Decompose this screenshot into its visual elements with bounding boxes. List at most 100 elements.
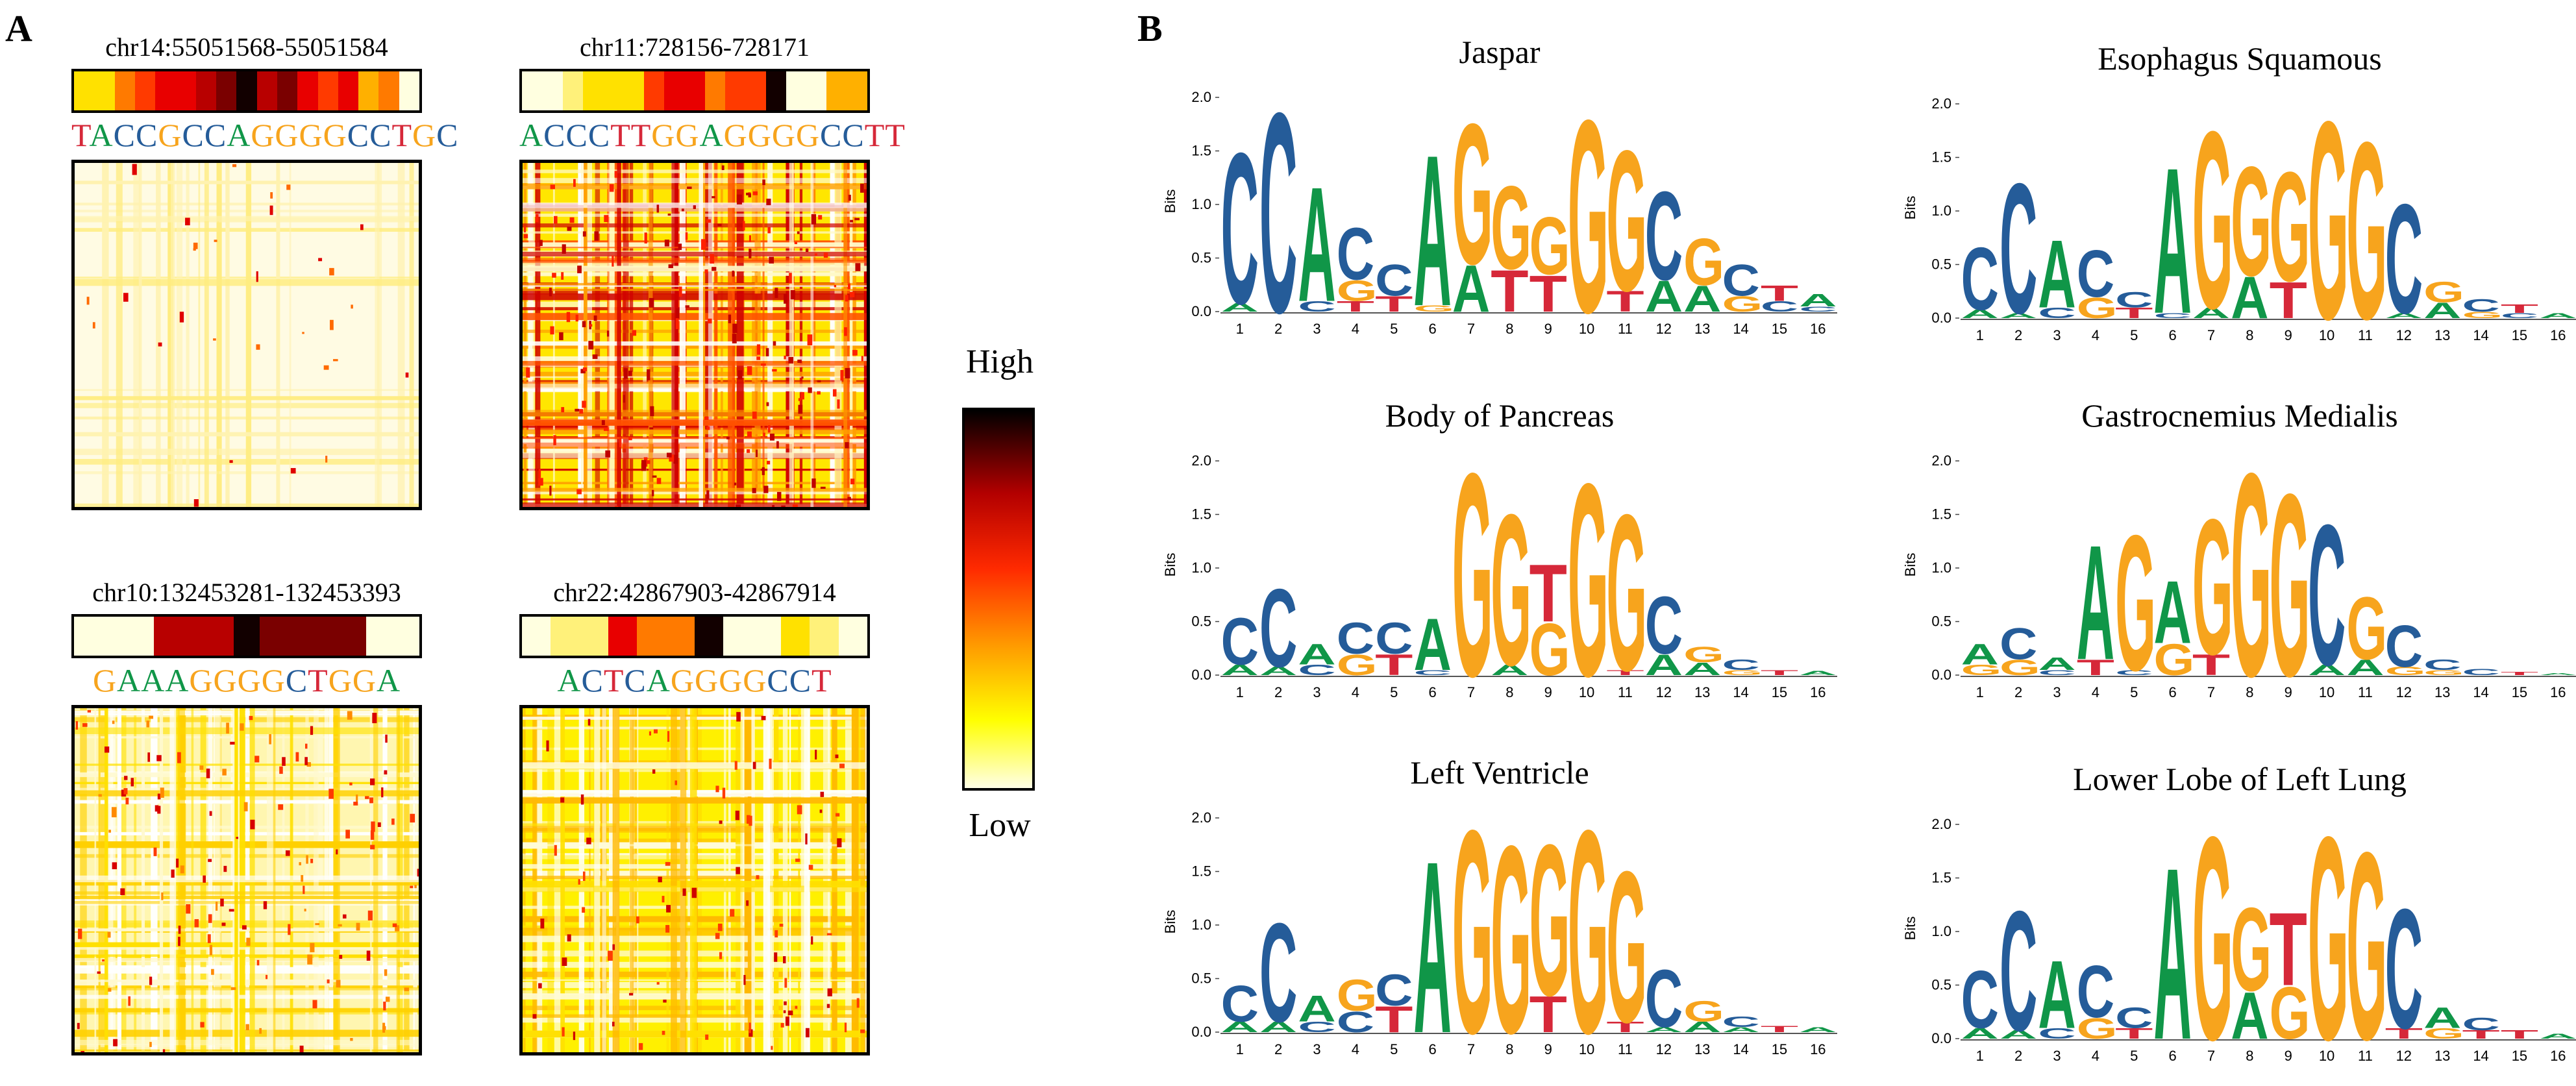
y-tick-label: 0.5 — [1931, 256, 1951, 273]
logo-letter-A: A — [1683, 278, 1721, 319]
x-tick-label: 16 — [2550, 684, 2566, 700]
x-tick-label: 14 — [2473, 327, 2488, 343]
y-tick-label: 2.0 — [1191, 809, 1211, 826]
logo-letter-C: C — [2385, 173, 2423, 347]
x-tick-label: 8 — [1505, 684, 1513, 700]
x-tick-label: 2 — [2014, 327, 2022, 343]
logo-letter-C: C — [2423, 656, 2461, 673]
x-tick-label: 10 — [2319, 684, 2334, 700]
x-tick-label: 15 — [2512, 1048, 2527, 1064]
x-tick-label: 6 — [2168, 1048, 2176, 1064]
logo-letter-C: C — [1221, 975, 1259, 1033]
logo-letter-A: A — [1221, 661, 1259, 678]
logo-letter-C: C — [2385, 613, 2423, 680]
x-tick-label: 16 — [1810, 684, 1826, 700]
strip-cell — [582, 71, 604, 110]
logo-letter-G: G — [2192, 479, 2233, 695]
logo-letter-G: G — [1568, 770, 1609, 1086]
logo-letter-C: C — [1375, 613, 1413, 663]
logo-title: Esophagus Squamous — [2098, 40, 2382, 77]
x-tick-label: 5 — [1390, 1041, 1398, 1057]
logo-letter-C: C — [1645, 954, 1683, 1044]
y-tick-label: 2.0 — [1191, 452, 1211, 469]
panel-a-label: A — [5, 7, 32, 49]
logo-letter-A: A — [1298, 153, 1335, 336]
x-tick-label: 14 — [2473, 684, 2488, 700]
logo-letter-G: G — [2346, 89, 2387, 372]
heatmap-group-1: chr14:55051568-55051584 TACCGCCAGGGGCCTGC — [71, 26, 459, 510]
y-axis-label: Bits — [1162, 190, 1178, 214]
logo-letter-G: G — [2270, 140, 2310, 314]
logo-letter-A: A — [1799, 670, 1837, 676]
logo-letter-G: G — [1530, 201, 1570, 291]
strip-cell — [100, 617, 127, 656]
logo-letter-A: A — [2423, 299, 2461, 323]
logo-letter-C: C — [1375, 965, 1413, 1015]
strip-cell — [838, 617, 867, 656]
strip-cell — [277, 71, 298, 110]
logo-letter-C: C — [1298, 1018, 1335, 1035]
logo-letter-G: G — [1683, 643, 1724, 667]
x-tick-label: 15 — [1772, 321, 1787, 337]
strip-cell — [637, 617, 666, 656]
logo-letter-A: A — [2539, 1032, 2576, 1041]
logo-letter-C: C — [2115, 288, 2153, 312]
logo-letter-T: T — [1606, 284, 1644, 317]
strip-cell — [694, 617, 724, 656]
logo-letter-C: C — [2308, 482, 2346, 707]
x-tick-label: 15 — [1772, 1041, 1787, 1057]
x-tick-label: 12 — [1656, 684, 1672, 700]
logo-letter-G: G — [1337, 648, 1378, 682]
heatmap-group-3: chr10:132453281-132453393 GAAAGGGGCTGGA — [71, 571, 422, 1055]
logo-letter-A: A — [1413, 809, 1451, 1084]
logo-letter-G: G — [1413, 304, 1454, 314]
logo-title: Lower Lobe of Left Lung — [2073, 761, 2407, 797]
strip-cell — [175, 71, 196, 110]
importance-strip — [519, 69, 870, 113]
strip-cell — [94, 71, 115, 110]
x-tick-label: 1 — [1976, 327, 1984, 343]
x-tick-label: 2 — [1274, 1041, 1282, 1057]
attention-heatmap — [71, 160, 422, 510]
logo-letter-G: G — [1452, 81, 1493, 306]
x-tick-label: 3 — [1313, 1041, 1320, 1057]
logo-letter-A: A — [1413, 603, 1451, 686]
logo-letter-C: C — [1337, 613, 1374, 663]
logo-letter-G: G — [1683, 994, 1724, 1028]
x-tick-label: 7 — [1467, 321, 1475, 337]
logo-letter-C: C — [1645, 165, 1683, 306]
logo-letter-G: G — [2231, 413, 2272, 737]
logo-title: Jaspar — [1459, 34, 1541, 70]
logo-letter-C: C — [1722, 255, 1759, 305]
x-tick-label: 15 — [2512, 684, 2527, 700]
logo-letter-C: C — [2000, 144, 2037, 352]
logo-letter-C: C — [2501, 312, 2538, 320]
logo-title: Gastrocnemius Medialis — [2081, 397, 2398, 434]
y-tick-label: 0.0 — [1931, 310, 1951, 326]
logo-letter-G: G — [2231, 883, 2272, 1016]
logo-letter-A: A — [2000, 1028, 2037, 1041]
x-tick-label: 7 — [1467, 1041, 1475, 1057]
x-tick-label: 12 — [1656, 1041, 1672, 1057]
sequence-logo-3: Body of Pancreas Bits 2.0 1.5 1.0 0.5 0.0 A C 1 A C… — [1156, 389, 1844, 737]
logo-letter-C: C — [2000, 876, 2037, 1067]
x-tick-label: 8 — [2246, 1048, 2253, 1064]
importance-strip — [71, 614, 422, 658]
region-title: chr22:42867903-42867914 — [553, 578, 836, 607]
strip-cell — [847, 71, 868, 110]
logo-letter-A: A — [2153, 562, 2191, 662]
y-axis-label: Bits — [1162, 553, 1178, 577]
logo-letter-A: A — [1961, 1025, 1999, 1042]
logo-letter-T: T — [2192, 648, 2230, 681]
strip-cell — [358, 71, 379, 110]
sequence-text: TACCGCCAGGGGCCTGC — [71, 117, 459, 153]
sequence-logo-5: Left Ventricle Bits 2.0 1.5 1.0 0.5 0.0 A C 1 A C 2 C… — [1156, 747, 1844, 1086]
logo-letter-A: A — [2153, 124, 2191, 357]
logo-letter-A: A — [1961, 637, 1999, 671]
logo-letter-G: G — [2270, 440, 2310, 731]
strip-cell — [297, 71, 318, 110]
logo-letter-A: A — [1298, 637, 1335, 671]
logo-letter-A: A — [2231, 978, 2268, 1053]
logo-letter-A: A — [1491, 661, 1528, 678]
